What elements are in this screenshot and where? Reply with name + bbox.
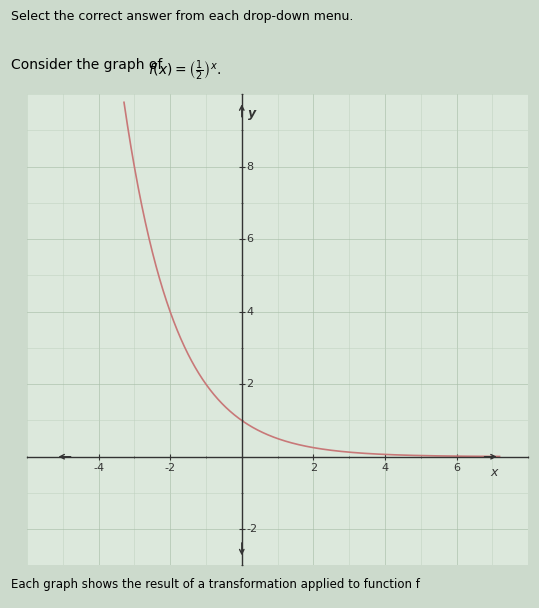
Text: x: x: [490, 466, 498, 478]
Text: Each graph shows the result of a transformation applied to function f: Each graph shows the result of a transfo…: [11, 578, 419, 592]
Text: 2: 2: [310, 463, 317, 473]
Text: 4: 4: [246, 306, 253, 317]
Text: -2: -2: [246, 524, 257, 534]
Text: -2: -2: [164, 463, 176, 473]
Text: 8: 8: [246, 162, 253, 171]
Text: y: y: [248, 107, 257, 120]
Text: 6: 6: [453, 463, 460, 473]
Text: 4: 4: [382, 463, 389, 473]
Text: Consider the graph of: Consider the graph of: [11, 58, 167, 72]
Text: -4: -4: [93, 463, 104, 473]
Text: Select the correct answer from each drop-down menu.: Select the correct answer from each drop…: [11, 10, 353, 23]
Text: 6: 6: [246, 234, 253, 244]
Text: 2: 2: [246, 379, 253, 389]
Text: $f(x) = \left(\frac{1}{2}\right)^x$.: $f(x) = \left(\frac{1}{2}\right)^x$.: [148, 58, 222, 83]
